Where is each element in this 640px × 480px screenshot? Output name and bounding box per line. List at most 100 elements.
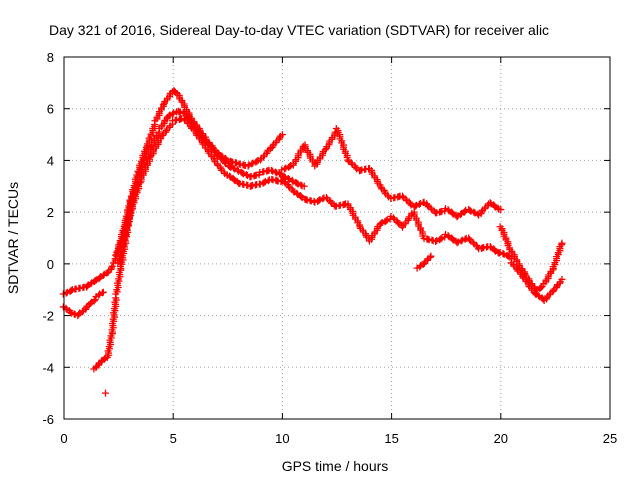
data-point-marker [91,276,99,284]
data-point-marker [263,148,271,156]
data-point-marker [558,239,566,247]
data-point-marker [217,165,225,173]
data-point-marker [321,146,329,154]
y-tick-label: 2 [47,205,54,220]
data-point-marker [101,389,109,397]
data-point-marker [481,205,489,213]
data-point-marker [499,249,507,257]
data-point-marker [470,208,478,216]
data-point-marker [244,162,252,170]
data-point-marker [281,165,289,173]
data-point-marker [275,135,283,143]
data-point-marker [186,121,194,129]
data-point-marker [427,252,435,260]
y-tick-label: 4 [47,153,54,168]
data-point-marker [91,296,99,304]
data-point-marker [461,207,469,215]
data-point-marker [297,181,305,189]
data-point-marker [267,166,275,174]
series-drop-branch [90,187,138,373]
data-point-marker [272,139,280,147]
data-point-marker [411,202,419,210]
data-point-marker [513,265,521,273]
data-point-marker [238,169,246,177]
data-point-marker [382,217,390,225]
data-point-marker [220,168,228,176]
x-axis-label: GPS time / hours [282,458,389,474]
x-tick-label: 20 [494,431,508,446]
axis-ticks: 0 5 10 15 20 25 -6 -4 -2 0 2 4 6 8 [42,50,617,446]
data-point-marker [169,110,177,118]
plot-frame [63,56,611,420]
series-fragment [413,252,435,272]
data-point-marker [288,176,296,184]
data-point-marker [130,187,138,195]
data-point-marker [384,191,392,199]
data-point-marker [136,179,144,187]
chart-title: Day 321 of 2016, Sidereal Day-to-day VTE… [49,22,549,38]
data-point-marker [278,131,286,139]
series-outlier [101,389,109,397]
data-point-marker [162,128,170,136]
data-point-marker [213,160,221,168]
data-point-marker [271,168,279,176]
y-axis-label: SDTVAR / TECUs [5,182,21,294]
data-point-marker [497,206,505,214]
x-tick-label: 25 [603,431,617,446]
data-point-marker [275,170,283,178]
data-point-marker [558,275,566,283]
data-point-marker [230,164,238,172]
data-point-marker [415,200,423,208]
data-point-marker [509,261,517,269]
data-point-marker [165,123,173,131]
data-point-marker [99,288,107,296]
data-point-marker [234,166,242,174]
y-tick-label: 6 [47,102,54,117]
data-point-marker [162,127,170,135]
data-point-marker [242,171,250,179]
data-point-marker [377,219,385,227]
data-point-marker [297,193,305,201]
data-point-marker [183,118,191,126]
data-point-marker [263,150,271,158]
x-tick-label: 0 [60,431,67,446]
series-mid-lower [278,176,516,263]
data-point-marker [248,160,256,168]
data-point-marker [453,239,461,247]
data-point-marker [221,158,229,166]
y-tick-label: -6 [42,412,54,427]
data-point-marker [478,208,486,216]
data-point-marker [432,237,440,245]
data-point-marker [504,252,512,260]
x-tick-label: 5 [170,431,177,446]
data-point-marker [180,115,188,123]
data-point-marker [260,178,268,186]
data-point-marker [416,263,424,271]
data-point-marker [286,162,294,170]
data-point-marker [264,177,272,185]
x-tick-label: 15 [384,431,398,446]
series-mid-upper [278,125,505,221]
data-point-marker [257,156,265,164]
y-tick-label: 0 [47,257,54,272]
data-point-marker [406,200,414,208]
data-point-marker [90,297,98,305]
data-point-marker [293,179,301,187]
data-point-marker [477,210,485,218]
data-point-marker [537,284,545,292]
data-point-marker [187,123,195,131]
data-point-marker [253,157,261,165]
y-tick-label: -2 [42,309,54,324]
data-point-marker [269,142,277,150]
data-points [59,87,566,397]
data-point-marker [108,262,116,270]
x-tick-label: 10 [275,431,289,446]
series-main-lower [114,115,286,267]
series-late-lower [507,259,566,305]
data-point-marker [260,153,268,161]
data-point-marker [75,310,83,318]
data-point-marker [226,162,234,170]
data-point-marker [268,144,276,151]
data-point-marker [211,147,218,155]
